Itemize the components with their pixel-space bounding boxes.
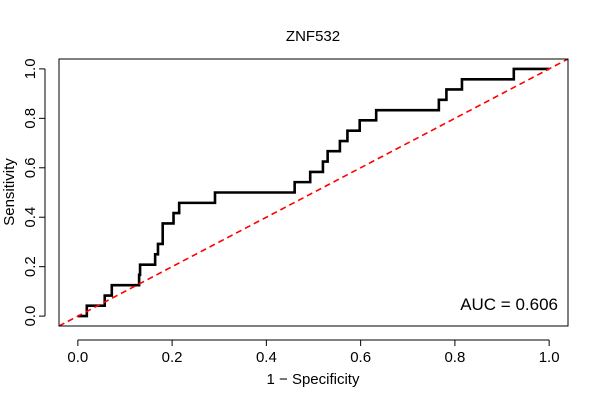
x-tick-label: 0.4: [256, 349, 277, 366]
auc-annotation: AUC = 0.606: [460, 295, 558, 314]
plot-area: [58, 58, 569, 327]
y-axis-label: Sensitivity: [1, 158, 18, 226]
x-tick-label: 0.0: [67, 349, 88, 366]
reference-diagonal-line: [59, 59, 568, 326]
x-tick-label: 0.8: [444, 349, 465, 366]
y-tick-label: 1.0: [22, 58, 39, 79]
x-axis-label: 1 − Specificity: [267, 371, 360, 388]
y-tick-label: 0.6: [22, 157, 39, 178]
y-tick-label: 0.8: [22, 108, 39, 129]
y-tick-label: 0.2: [22, 256, 39, 277]
roc-curve-line: [77, 67, 550, 318]
y-tick-label: 0.4: [22, 207, 39, 228]
x-tick-label: 0.6: [350, 349, 371, 366]
x-axis: 0.0 0.2 0.4 0.6 0.8 1.0: [67, 339, 560, 366]
chart-title: ZNF532: [286, 28, 340, 45]
x-tick-label: 1.0: [539, 349, 560, 366]
y-axis: 0.0 0.2 0.4 0.6 0.8 1.0: [22, 58, 46, 327]
y-tick-label: 0.0: [22, 306, 39, 327]
plot-frame: [58, 58, 569, 327]
x-tick-label: 0.2: [162, 349, 183, 366]
